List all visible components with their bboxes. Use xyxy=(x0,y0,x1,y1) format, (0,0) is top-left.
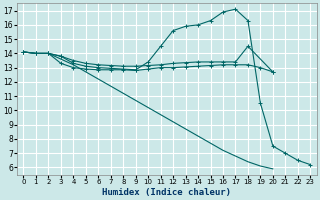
X-axis label: Humidex (Indice chaleur): Humidex (Indice chaleur) xyxy=(102,188,231,197)
